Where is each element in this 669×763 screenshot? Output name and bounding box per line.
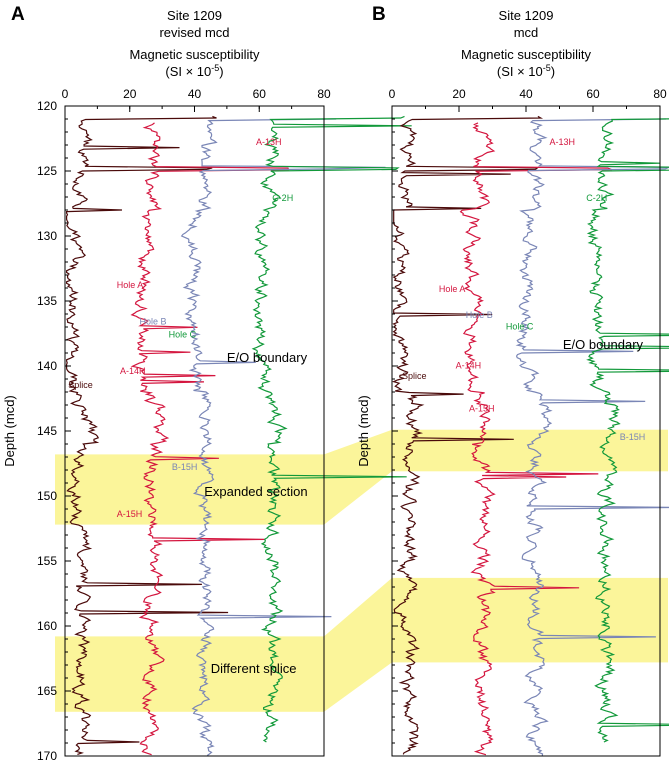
annotation-label: Expanded section — [204, 484, 307, 499]
highlight-band — [55, 454, 324, 525]
annotation-label: Different splice — [211, 661, 297, 676]
series-hole_c — [586, 118, 669, 743]
x-tick-label: 20 — [452, 87, 466, 101]
y-tick-label: 125 — [37, 164, 57, 178]
y-tick-label: 150 — [37, 489, 57, 503]
panel-letter: B — [372, 4, 386, 25]
annotation-label: Splice — [402, 371, 427, 381]
x-tick-label: 60 — [253, 87, 267, 101]
x-tick-label: 0 — [389, 87, 396, 101]
series-splice — [65, 115, 229, 755]
annotation-label: A-14H — [120, 366, 146, 376]
annotation-label: Hole A — [439, 284, 466, 294]
highlight-band — [392, 577, 668, 663]
y-tick-label: 145 — [37, 424, 57, 438]
band-connector — [324, 577, 392, 712]
x-tick-label: 40 — [188, 87, 202, 101]
annotation-label: A-14H — [456, 361, 482, 371]
chart-title: Site 1209 — [167, 8, 222, 23]
annotation-label: Hole B — [466, 310, 493, 320]
annotation-label: C-2H — [272, 193, 293, 203]
chart-subtitle: revised mcd — [159, 25, 229, 40]
annotation-label: C-2H — [586, 193, 607, 203]
annotation-label: Hole A — [117, 280, 144, 290]
y-tick-label: 160 — [37, 619, 57, 633]
annotation-label: Hole B — [139, 316, 166, 326]
y-tick-label: 140 — [37, 359, 57, 373]
chart-title: Site 1209 — [499, 8, 554, 23]
series-hole_b — [515, 118, 669, 756]
highlight-band — [392, 429, 668, 472]
series-hole_c — [251, 115, 412, 743]
annotation-label: Hole C — [506, 322, 534, 332]
y-tick-label: 170 — [37, 749, 57, 763]
series-hole_b — [180, 118, 386, 756]
x-tick-label: 20 — [123, 87, 137, 101]
annotation-label: A-13H — [256, 137, 282, 147]
x-tick-label: 0 — [62, 87, 69, 101]
x-tick-label: 40 — [519, 87, 533, 101]
annotation-label: B-15H — [620, 432, 646, 442]
highlight-band — [55, 636, 324, 712]
panel-b: 0 20 40 60 80 B Site 1209 mcd Magnetic susceptib… — [372, 4, 669, 757]
x-tick-label: 80 — [653, 87, 667, 101]
annotation-label: E/O boundary — [563, 337, 644, 352]
y-tick-label: 120 — [37, 99, 57, 113]
x-axis-title: Magnetic susceptibility — [461, 47, 592, 62]
annotation-label: B-15H — [172, 462, 198, 472]
annotation-label: A-13H — [549, 137, 575, 147]
y-tick-label: 155 — [37, 554, 57, 568]
y-axis-title-b: Depth (mcd) — [356, 395, 371, 467]
annotation-label: Splice — [68, 380, 93, 390]
annotation-label: Hole C — [169, 329, 197, 339]
series-hole_a — [130, 122, 290, 756]
chart-subtitle: mcd — [514, 25, 539, 40]
x-tick-label: 60 — [586, 87, 600, 101]
panel-a: 0 20 40 60 80 120 125 130 135 140 145 150 155 160 165 1… — [11, 4, 412, 763]
y-axis-title: Depth (mcd) — [2, 395, 17, 467]
series-hole_a — [459, 122, 613, 756]
y-tick-label: 165 — [37, 684, 57, 698]
x-tick-label: 80 — [317, 87, 331, 101]
y-tick-label: 130 — [37, 229, 57, 243]
y-tick-label: 135 — [37, 294, 57, 308]
x-axis-unit: (SI × 10-5) — [497, 63, 555, 79]
x-axis-title: Magnetic susceptibility — [129, 47, 260, 62]
panel-letter: A — [11, 4, 25, 25]
annotation-label: A-15H — [117, 509, 143, 519]
annotation-label: E/O boundary — [227, 350, 308, 365]
x-axis-unit: (SI × 10-5) — [165, 63, 223, 79]
annotation-label: A-15H — [469, 404, 495, 414]
